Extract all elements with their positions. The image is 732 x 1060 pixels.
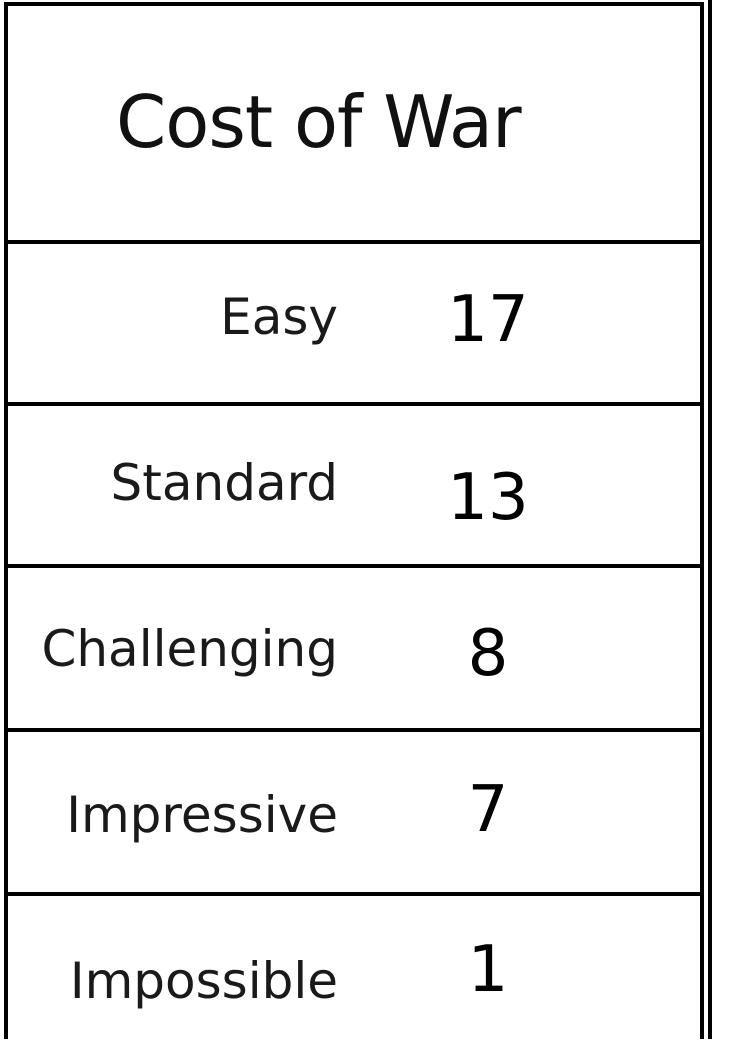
difficulty-value: 17 [447, 283, 529, 357]
table-row-impressive: Impressive 7 [8, 734, 700, 896]
table-title: Cost of War [116, 80, 522, 164]
table-row-challenging: Challenging 8 [8, 570, 700, 732]
difficulty-value: 8 [467, 617, 509, 691]
difficulty-label: Easy [220, 288, 338, 346]
difficulty-value: 7 [467, 773, 509, 847]
table-header-cell: Cost of War [8, 6, 700, 244]
difficulty-label: Impossible [69, 952, 338, 1010]
difficulty-label: Impressive [66, 786, 338, 844]
table-row-standard: Standard 13 [8, 406, 700, 568]
page-edge-rule [708, 0, 712, 1039]
difficulty-label: Challenging [41, 620, 338, 678]
cost-of-war-table: Cost of War Easy 17 Standard 13 Challeng… [4, 2, 704, 1039]
difficulty-label: Standard [110, 454, 338, 512]
difficulty-value: 1 [467, 933, 509, 1007]
difficulty-value: 13 [447, 461, 529, 535]
table-row-impossible: Impossible 1 [8, 898, 700, 1060]
table-row-easy: Easy 17 [8, 244, 700, 406]
